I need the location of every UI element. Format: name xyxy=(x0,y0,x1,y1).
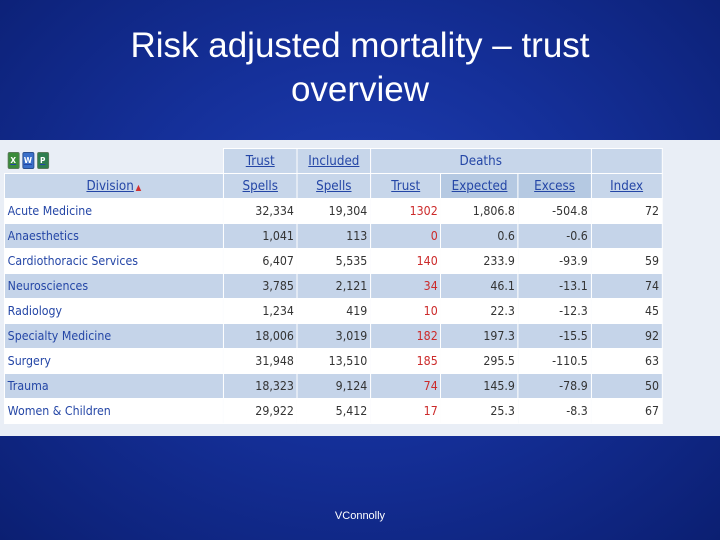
cell-division[interactable]: Anaesthetics xyxy=(4,223,224,249)
cell-spells: 18,323 xyxy=(222,373,298,399)
cell-spells: 1,041 xyxy=(222,223,298,249)
cell-deaths-trust: 182 xyxy=(370,323,442,349)
cell-deaths-trust: 185 xyxy=(370,348,442,374)
cell-deaths-trust: 0 xyxy=(370,223,442,249)
table-row: Neurosciences 3,785 2,121 34 46.1 -13.1 … xyxy=(4,273,663,299)
cell-excess: -78.9 xyxy=(517,373,592,399)
cell-index xyxy=(590,223,663,249)
cell-division[interactable]: Specialty Medicine xyxy=(4,323,224,349)
header-deaths-trust[interactable]: Trust xyxy=(370,173,442,199)
cell-included: 5,412 xyxy=(296,398,371,424)
table-row: Surgery 31,948 13,510 185 295.5 -110.5 6… xyxy=(4,348,663,374)
cell-index: 59 xyxy=(590,248,663,274)
pdf-icon[interactable]: P xyxy=(36,152,49,170)
footer-author: VConnolly xyxy=(334,510,386,522)
cell-expected: 233.9 xyxy=(440,248,519,274)
cell-expected: 1,806.8 xyxy=(440,198,519,224)
cell-included: 5,535 xyxy=(296,248,371,274)
cell-spells: 29,922 xyxy=(222,398,298,424)
cell-included: 13,510 xyxy=(296,348,371,374)
header-included-top[interactable]: Included xyxy=(296,148,371,174)
mortality-table: X W P Trust Included Deaths Division ▲ Sp… xyxy=(4,148,663,424)
header-excess[interactable]: Excess xyxy=(517,173,592,199)
cell-expected: 295.5 xyxy=(440,348,519,374)
cell-index: 74 xyxy=(590,273,663,299)
toolbar-cell: X W P xyxy=(4,148,224,174)
header-expected[interactable]: Expected xyxy=(440,173,519,199)
cell-index: 50 xyxy=(590,373,663,399)
cell-excess: -93.9 xyxy=(517,248,592,274)
cell-excess: -13.1 xyxy=(517,273,592,299)
slide-title-line2: overview xyxy=(290,70,430,109)
cell-included: 419 xyxy=(296,298,371,324)
header-included-spells[interactable]: Spells xyxy=(296,173,371,199)
excel-icon[interactable]: X xyxy=(7,152,20,170)
cell-deaths-trust: 1302 xyxy=(370,198,442,224)
cell-expected: 0.6 xyxy=(440,223,519,249)
cell-excess: -8.3 xyxy=(517,398,592,424)
cell-division[interactable]: Surgery xyxy=(4,348,224,374)
table-row: Women & Children 29,922 5,412 17 25.3 -8… xyxy=(4,398,663,424)
cell-expected: 46.1 xyxy=(440,273,519,299)
cell-deaths-trust: 10 xyxy=(370,298,442,324)
cell-spells: 18,006 xyxy=(222,323,298,349)
cell-spells: 3,785 xyxy=(222,273,298,299)
cell-deaths-trust: 34 xyxy=(370,273,442,299)
table-row: Anaesthetics 1,041 113 0 0.6 -0.6 xyxy=(4,223,663,249)
cell-excess: -12.3 xyxy=(517,298,592,324)
table-row: Cardiothoracic Services 6,407 5,535 140 … xyxy=(4,248,663,274)
header-index-top xyxy=(590,148,663,174)
cell-included: 113 xyxy=(296,223,371,249)
table-row: Radiology 1,234 419 10 22.3 -12.3 45 xyxy=(4,298,663,324)
table-row: Acute Medicine 32,334 19,304 1302 1,806.… xyxy=(4,198,663,224)
sort-up-icon: ▲ xyxy=(135,182,142,192)
cell-included: 9,124 xyxy=(296,373,371,399)
header-division-label: Division xyxy=(86,178,134,194)
cell-index: 63 xyxy=(590,348,663,374)
cell-included: 19,304 xyxy=(296,198,371,224)
cell-expected: 145.9 xyxy=(440,373,519,399)
cell-deaths-trust: 74 xyxy=(370,373,442,399)
cell-division[interactable]: Trauma xyxy=(4,373,224,399)
header-deaths-group: Deaths xyxy=(370,148,592,174)
cell-expected: 22.3 xyxy=(440,298,519,324)
cell-expected: 197.3 xyxy=(440,323,519,349)
cell-division[interactable]: Neurosciences xyxy=(4,273,224,299)
cell-excess: -0.6 xyxy=(517,223,592,249)
word-icon[interactable]: W xyxy=(21,152,34,170)
header-index[interactable]: Index xyxy=(590,173,663,199)
cell-spells: 31,948 xyxy=(222,348,298,374)
cell-included: 2,121 xyxy=(296,273,371,299)
cell-included: 3,019 xyxy=(296,323,371,349)
cell-excess: -15.5 xyxy=(517,323,592,349)
table-row: Trauma 18,323 9,124 74 145.9 -78.9 50 xyxy=(4,373,663,399)
report-panel: X W P Trust Included Deaths Division ▲ Sp… xyxy=(0,140,720,436)
cell-deaths-trust: 17 xyxy=(370,398,442,424)
cell-division[interactable]: Cardiothoracic Services xyxy=(4,248,224,274)
header-trust-spells[interactable]: Spells xyxy=(222,173,298,199)
header-trust-top[interactable]: Trust xyxy=(222,148,298,174)
cell-spells: 1,234 xyxy=(222,298,298,324)
cell-index: 72 xyxy=(590,198,663,224)
cell-division[interactable]: Acute Medicine xyxy=(4,198,224,224)
cell-division[interactable]: Women & Children xyxy=(4,398,224,424)
cell-deaths-trust: 140 xyxy=(370,248,442,274)
cell-index: 92 xyxy=(590,323,663,349)
cell-excess: -504.8 xyxy=(517,198,592,224)
cell-excess: -110.5 xyxy=(517,348,592,374)
table-row: Specialty Medicine 18,006 3,019 182 197.… xyxy=(4,323,663,349)
cell-spells: 6,407 xyxy=(222,248,298,274)
cell-expected: 25.3 xyxy=(440,398,519,424)
slide-title: Risk adjusted mortality – trust overview xyxy=(0,24,720,112)
cell-index: 67 xyxy=(590,398,663,424)
cell-index: 45 xyxy=(590,298,663,324)
cell-division[interactable]: Radiology xyxy=(4,298,224,324)
cell-spells: 32,334 xyxy=(222,198,298,224)
header-division[interactable]: Division ▲ xyxy=(4,173,224,199)
slide-title-line1: Risk adjusted mortality – trust xyxy=(130,26,590,65)
